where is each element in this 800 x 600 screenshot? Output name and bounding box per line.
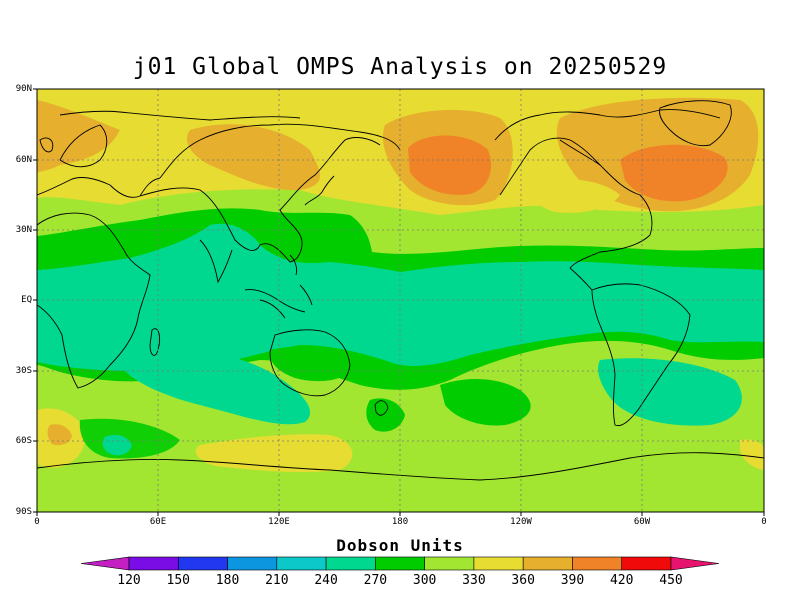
colorbar-tick-label: 270 (363, 573, 388, 588)
lon-label-0-east: 0 (761, 517, 767, 527)
lon-label-60w: 60W (633, 517, 651, 527)
field-max-pacific (408, 135, 491, 195)
colorbar-tick-label: 390 (560, 573, 585, 588)
lat-label-30n: 30N (15, 225, 32, 235)
field-max-canada (620, 144, 728, 202)
field-orange-siberia (186, 124, 320, 191)
colorbar-tick-label: 330 (462, 573, 486, 588)
lat-label-eq: EQ (21, 295, 32, 305)
colorbar-box (621, 556, 672, 571)
colorbar-box (276, 556, 327, 571)
field-green-southpac (440, 378, 531, 426)
colorbar-arrow-low (80, 556, 130, 571)
coastlines (37, 100, 764, 481)
colorbar-box (375, 556, 425, 571)
colorbar-box (522, 556, 573, 571)
colorbar-tick-label: 150 (166, 573, 191, 588)
colorbar-tick-label: 210 (265, 573, 289, 588)
lon-label-0-west: 0 (34, 517, 40, 527)
colorbar-box (227, 556, 278, 571)
colorbar-tick-label: 450 (659, 573, 683, 588)
tick-marks (33, 88, 765, 516)
lat-label-60n: 60N (15, 155, 32, 165)
colorbar-box (128, 556, 179, 571)
field-teal-band (37, 223, 764, 371)
field-yellow-antarctic (195, 434, 353, 473)
field-teal-south-atlantic (598, 358, 742, 426)
lat-label-60s: 60S (15, 436, 32, 446)
colorbar-tick-label: 120 (117, 573, 141, 588)
colorbar-title: Dobson Units (336, 536, 464, 555)
lon-label-120e: 120E (268, 517, 290, 527)
gridlines (37, 89, 764, 512)
colorbar-box (572, 556, 623, 571)
colorbar-box (325, 556, 376, 571)
field-green-nz (366, 398, 405, 432)
field-orange-south-atlantic (47, 424, 72, 446)
colorbar-tick-label: 360 (511, 573, 535, 588)
ozone-field (37, 89, 764, 512)
map-title: j01 Global OMPS Analysis on 20250529 (132, 54, 668, 80)
lon-label-60e: 60E (149, 517, 167, 527)
colorbar-box (177, 556, 228, 571)
field-teal-south-indian (120, 345, 311, 425)
colorbar-tick-label: 240 (314, 573, 338, 588)
colorbar-tick-label: 420 (609, 573, 634, 588)
colorbar-box (473, 556, 524, 571)
lat-label-90n: 90N (15, 84, 32, 94)
field-teal-antarctic-top (102, 434, 132, 456)
field-yellow-us (529, 179, 620, 213)
colorbar-box (424, 556, 475, 571)
lon-label-120w: 120W (510, 517, 532, 527)
colorbar-tick-label: 300 (412, 573, 437, 588)
colorbar-tick-label: 180 (215, 573, 240, 588)
lon-label-180: 180 (391, 517, 409, 527)
field-yellow-se (740, 439, 764, 470)
colorbar-arrow-high (670, 556, 720, 571)
field-green-australia (269, 346, 355, 382)
lat-label-90s: 90S (15, 507, 32, 517)
lat-label-30s: 30S (15, 366, 32, 376)
